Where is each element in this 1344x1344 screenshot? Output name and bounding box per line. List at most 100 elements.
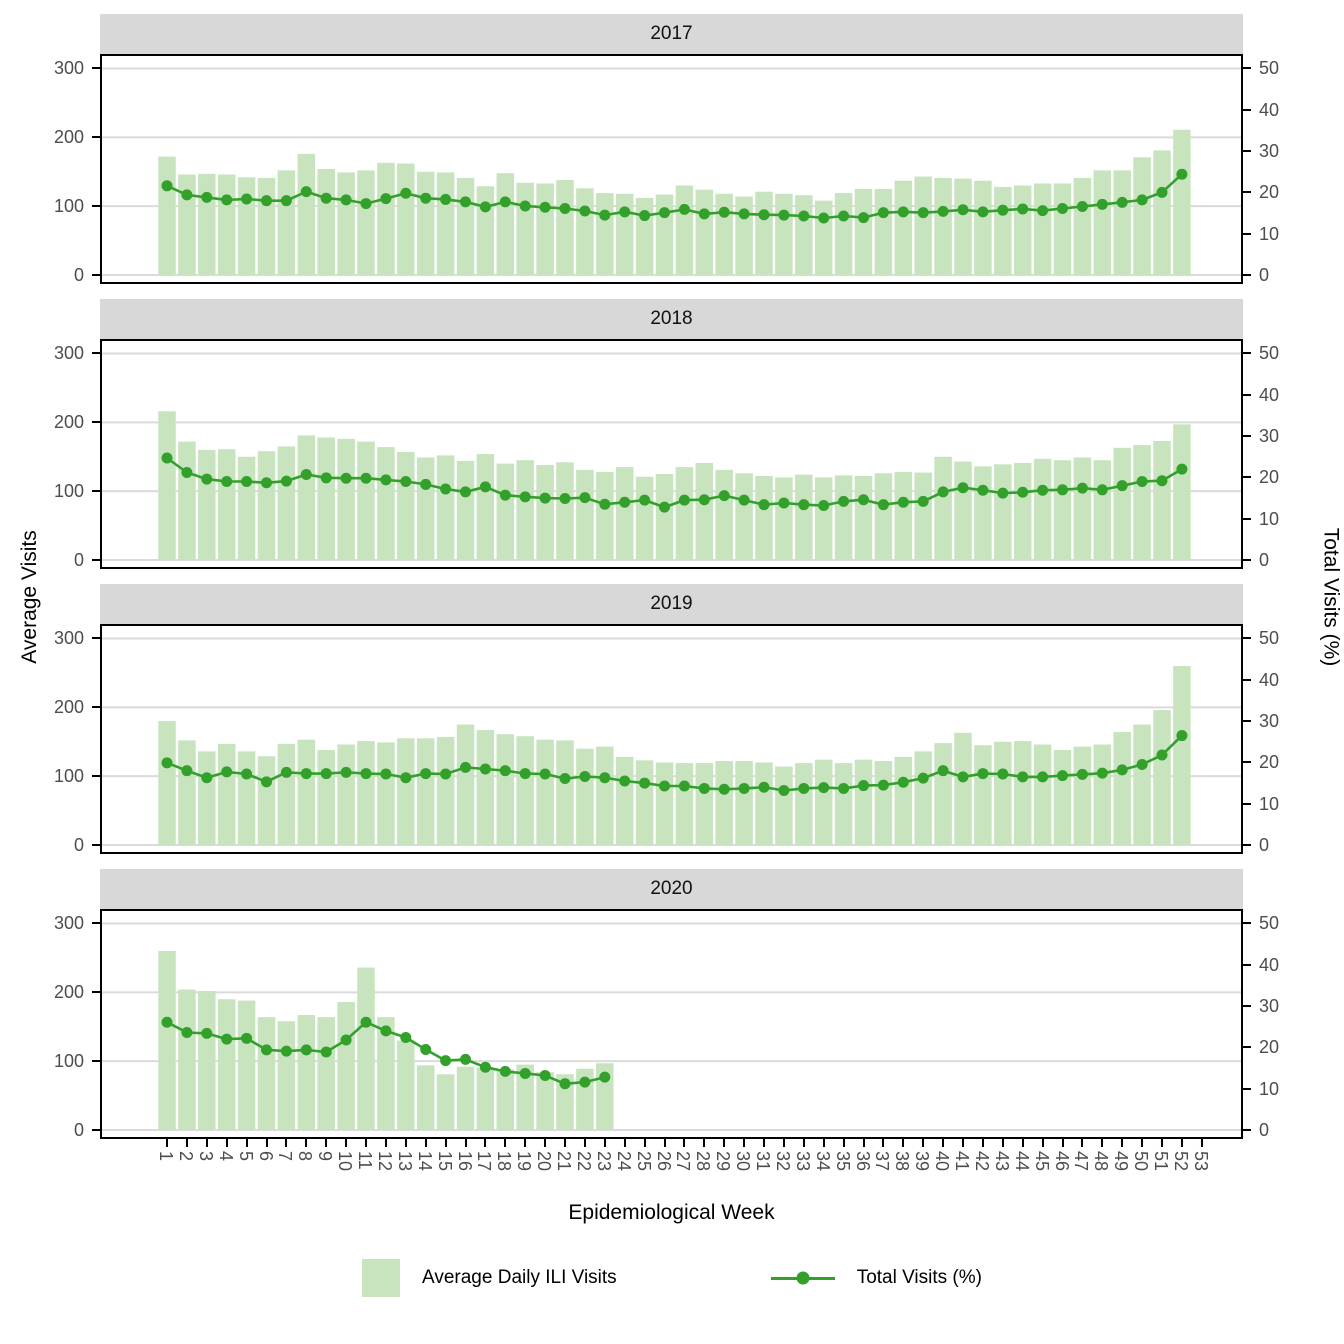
right-tick-label: 20 bbox=[1259, 1037, 1280, 1058]
right-tick bbox=[1243, 517, 1251, 520]
pct-point-week-1 bbox=[161, 1016, 173, 1028]
left-tick-label: 300 bbox=[53, 913, 84, 934]
right-tick-label: 0 bbox=[1259, 265, 1270, 286]
legend-label-bars: Average Daily ILI Visits bbox=[422, 1267, 617, 1288]
bar-week-43 bbox=[994, 741, 1012, 846]
bar-week-20 bbox=[536, 1072, 554, 1131]
bar-week-7 bbox=[277, 170, 296, 276]
pct-point-week-34 bbox=[818, 782, 830, 794]
left-tick-label: 0 bbox=[73, 1120, 84, 1141]
left-tick bbox=[92, 1129, 100, 1132]
bar-week-27 bbox=[675, 185, 694, 276]
bar-week-32 bbox=[775, 477, 793, 561]
pct-point-week-1 bbox=[161, 757, 173, 769]
bar-week-19 bbox=[516, 736, 534, 846]
bar-week-3 bbox=[198, 990, 216, 1131]
pct-point-week-21 bbox=[559, 492, 571, 504]
x-tick bbox=[763, 1139, 765, 1147]
right-tick bbox=[1243, 1087, 1251, 1090]
pct-point-week-47 bbox=[1076, 200, 1088, 212]
bar-week-41 bbox=[954, 461, 972, 561]
bar-week-44 bbox=[1013, 741, 1032, 846]
x-tick bbox=[862, 1139, 865, 1147]
x-tick-label-48: 48 bbox=[1091, 1151, 1112, 1172]
left-tick-label: 0 bbox=[73, 835, 84, 856]
bar-week-48 bbox=[1093, 744, 1112, 846]
x-tick-label-44: 44 bbox=[1011, 1151, 1032, 1172]
pct-point-week-44 bbox=[1017, 203, 1029, 215]
bar-week-16 bbox=[456, 177, 475, 276]
bar-week-20 bbox=[536, 739, 554, 846]
bar-week-34 bbox=[814, 759, 833, 846]
left-tick-label: 300 bbox=[53, 628, 84, 649]
x-tick-label-16: 16 bbox=[454, 1151, 475, 1172]
bar-week-15 bbox=[436, 1074, 455, 1131]
left-tick-label: 300 bbox=[53, 58, 84, 79]
bar-week-11 bbox=[357, 967, 375, 1131]
pct-line bbox=[166, 734, 1183, 792]
x-tick bbox=[424, 1139, 427, 1147]
pct-point-week-9 bbox=[320, 768, 332, 780]
left-tick-label: 100 bbox=[53, 766, 84, 787]
pct-point-week-42 bbox=[977, 484, 989, 496]
bar-week-38 bbox=[894, 180, 913, 276]
pct-point-week-34 bbox=[818, 212, 830, 224]
x-tick bbox=[922, 1139, 925, 1147]
x-tick bbox=[564, 1139, 566, 1147]
pct-point-week-41 bbox=[957, 204, 969, 216]
pct-point-week-43 bbox=[997, 487, 1009, 499]
bar-week-46 bbox=[1053, 750, 1072, 846]
left-axis-2019: 300 200 100 0 bbox=[0, 624, 100, 856]
bar-week-21 bbox=[556, 462, 574, 561]
pct-point-week-33 bbox=[798, 210, 810, 222]
right-tick-label: 20 bbox=[1259, 182, 1280, 203]
right-tick bbox=[1243, 720, 1251, 723]
pct-point-week-21 bbox=[559, 203, 571, 215]
x-tick bbox=[822, 1139, 825, 1147]
pct-point-week-35 bbox=[838, 210, 850, 222]
right-tick-label: 40 bbox=[1259, 954, 1280, 975]
pct-point-week-36 bbox=[858, 780, 869, 792]
pct-point-week-22 bbox=[579, 205, 591, 217]
x-tick bbox=[384, 1139, 387, 1147]
bar-week-35 bbox=[834, 193, 853, 276]
x-tick bbox=[1121, 1139, 1124, 1147]
panel-border bbox=[100, 339, 1243, 569]
pct-point-week-35 bbox=[838, 495, 850, 507]
panel-border bbox=[100, 54, 1243, 284]
pct-point-week-12 bbox=[380, 1025, 392, 1037]
pct-point-week-43 bbox=[997, 768, 1009, 780]
pct-point-week-32 bbox=[778, 497, 790, 509]
pct-point-week-20 bbox=[539, 1070, 551, 1082]
x-tick-label-5: 5 bbox=[235, 1151, 256, 1162]
facet-2018: 2018 300 200 100 0 50 40 30 20 10 0 bbox=[0, 299, 1344, 571]
x-tick-label-33: 33 bbox=[792, 1151, 813, 1172]
pct-point-week-25 bbox=[639, 777, 651, 789]
pct-point-week-19 bbox=[519, 1067, 531, 1079]
pct-point-week-36 bbox=[858, 212, 869, 224]
bar-week-11 bbox=[357, 170, 375, 276]
bar-week-7 bbox=[277, 446, 296, 561]
bar-week-22 bbox=[576, 748, 594, 846]
bar-week-18 bbox=[496, 463, 515, 561]
x-tick bbox=[285, 1139, 288, 1147]
bar-week-42 bbox=[974, 180, 992, 276]
left-tick bbox=[92, 205, 100, 208]
bar-week-24 bbox=[615, 193, 634, 276]
pct-point-week-29 bbox=[718, 783, 730, 795]
pct-point-week-12 bbox=[380, 474, 392, 486]
x-tick bbox=[623, 1139, 626, 1147]
pct-point-week-26 bbox=[659, 501, 670, 513]
left-tick bbox=[92, 637, 100, 640]
pct-point-week-3 bbox=[201, 191, 213, 203]
pct-point-week-19 bbox=[519, 491, 531, 503]
bar-week-46 bbox=[1053, 183, 1072, 276]
bar-week-2 bbox=[178, 174, 196, 276]
pct-point-week-38 bbox=[897, 776, 909, 788]
right-tick-label: 0 bbox=[1259, 550, 1270, 571]
x-tick-label-13: 13 bbox=[394, 1151, 415, 1172]
bar-week-14 bbox=[416, 171, 435, 276]
pct-point-week-24 bbox=[619, 775, 631, 787]
bar-week-23 bbox=[596, 746, 614, 846]
x-tick-label-39: 39 bbox=[912, 1151, 933, 1172]
